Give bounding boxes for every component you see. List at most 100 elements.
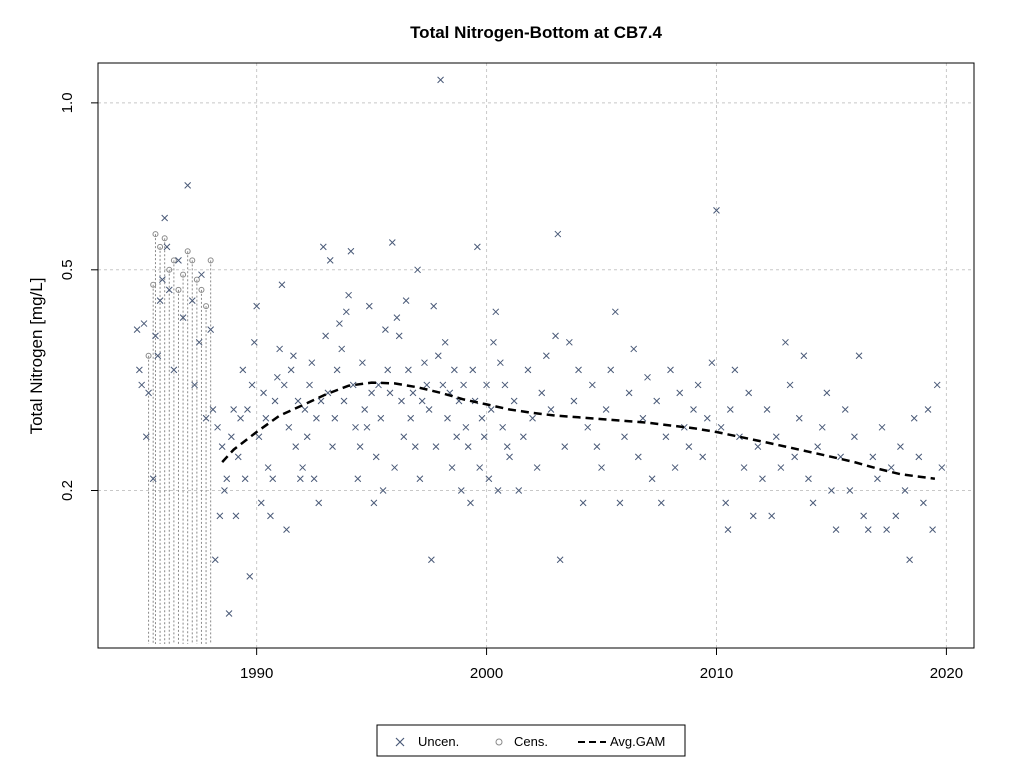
uncensored-point [439, 381, 447, 389]
uncensored-point [432, 443, 440, 450]
uncensored-point [237, 414, 244, 422]
uncensored-point [216, 512, 224, 520]
uncensored-point [457, 487, 465, 494]
uncensored-point [363, 423, 371, 431]
uncensored-point [285, 423, 293, 431]
uncensored-point [832, 526, 840, 533]
uncensored-point [382, 326, 389, 334]
uncensored-point [188, 297, 196, 304]
uncensored-point [662, 433, 670, 441]
uncensored-point [198, 271, 205, 279]
uncensored-point [901, 487, 909, 494]
uncensored-point [271, 397, 279, 405]
uncensored-point [510, 397, 518, 405]
uncensored-point [159, 276, 166, 283]
uncensored-point [407, 414, 415, 422]
uncensored-point [395, 332, 403, 340]
uncensored-point [520, 433, 527, 441]
uncensored-point [278, 281, 286, 289]
uncensored-point [416, 475, 424, 483]
uncensored-point [579, 499, 587, 507]
uncensored-point [142, 433, 150, 441]
uncensored-point [685, 443, 693, 450]
uncensored-point [409, 389, 417, 397]
uncensored-point [294, 397, 302, 405]
uncensored-point [308, 359, 316, 367]
uncensored-point [653, 397, 661, 405]
uncensored-point [207, 326, 215, 334]
uncensored-point [671, 464, 679, 471]
uncensored-point [920, 499, 927, 507]
uncensored-point [745, 389, 753, 397]
uncensored-point [218, 443, 226, 450]
censored-point [189, 257, 196, 264]
uncensored-point [809, 499, 817, 507]
uncensored-point [851, 433, 858, 441]
legend-x-marker [395, 737, 405, 747]
uncensored-point [878, 423, 886, 431]
uncensored-point [648, 475, 656, 483]
uncensored-point [676, 389, 684, 397]
uncensored-point [515, 487, 523, 494]
uncensored-point [165, 286, 173, 294]
legend: Uncen. Cens. Avg.GAM [376, 724, 686, 757]
uncensored-point [441, 338, 449, 346]
uncensored-point [195, 338, 203, 346]
uncensored-point [554, 230, 562, 238]
uncensored-point [453, 433, 461, 441]
uncensored-point [524, 366, 532, 374]
uncensored-point [384, 366, 392, 374]
x-tick-label: 1990 [240, 665, 273, 682]
uncensored-point [547, 406, 555, 413]
uncensored-point [209, 406, 217, 413]
uncensored-point [430, 302, 438, 310]
uncensored-point [588, 381, 596, 389]
legend-label-cens: Cens. [514, 734, 548, 749]
uncensored-point [611, 308, 619, 316]
uncensored-point [391, 464, 398, 471]
uncensored-point [667, 366, 674, 374]
uncensored-point [345, 291, 352, 299]
uncensored-point [800, 352, 808, 360]
uncensored-point [897, 443, 904, 450]
uncensored-point [287, 366, 295, 374]
uncensored-point [255, 433, 263, 441]
uncensored-point [319, 243, 327, 251]
uncensored-point [434, 352, 442, 360]
uncensored-point [533, 464, 541, 471]
uncensored-point [494, 487, 502, 494]
uncensored-point [370, 499, 378, 507]
censored-point [184, 248, 191, 255]
uncensored-point [280, 381, 288, 389]
uncensored-point [260, 389, 267, 397]
uncensored-point [759, 475, 766, 483]
uncensored-point [805, 475, 812, 483]
uncensored-point [478, 414, 486, 422]
uncensored-point [175, 257, 182, 264]
uncensored-point [887, 464, 895, 471]
uncensored-point [634, 453, 642, 461]
uncensored-point [361, 406, 369, 413]
uncensored-point [722, 499, 730, 507]
uncensored-point [342, 308, 350, 316]
uncensored-point [405, 366, 412, 374]
uncensored-point [326, 257, 334, 264]
uncensored-point [349, 381, 357, 389]
uncensored-point [340, 397, 348, 405]
uncensored-point [680, 423, 688, 431]
gam-line [221, 381, 936, 480]
chart-title: Total Nitrogen-Bottom at CB7.4 [410, 23, 662, 42]
uncensored-point [460, 381, 467, 389]
uncensored-point [372, 453, 380, 461]
uncensored-point [428, 556, 435, 564]
y-axis-label: Total Nitrogen [mg/L] [27, 278, 46, 435]
censored-point [198, 286, 205, 293]
x-tick-label: 2010 [700, 665, 733, 682]
uncensored-point [763, 406, 771, 413]
uncensored-point [163, 243, 171, 251]
uncensored-point [179, 314, 187, 321]
uncensored-point [575, 366, 582, 374]
x-tick-label: 2000 [470, 665, 503, 682]
y-tick-label: 1.0 [59, 92, 76, 113]
uncensored-point [315, 499, 323, 507]
